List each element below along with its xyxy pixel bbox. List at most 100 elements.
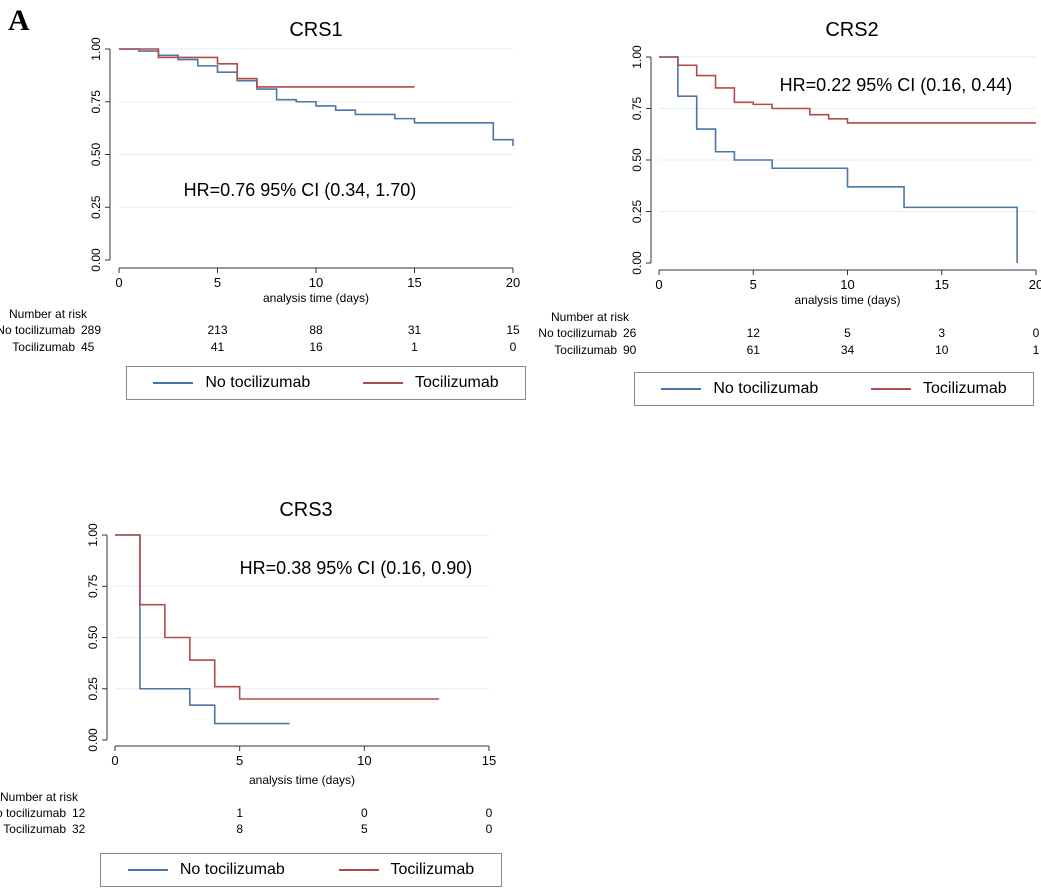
risk-value: 31: [408, 323, 422, 337]
risk-value: 0: [510, 340, 517, 354]
risk-row-label: Tocilizumab: [554, 343, 617, 357]
km-curve-no-tocilizumab: [119, 48, 514, 147]
legend-label: Tocilizumab: [415, 374, 499, 391]
chart-title: CRS1: [289, 19, 342, 41]
risk-value: 12: [72, 806, 86, 820]
legend-line-red: [363, 382, 404, 384]
risk-value: 0: [1033, 326, 1040, 340]
risk-value: 61: [747, 343, 761, 357]
risk-table-header: Number at risk: [0, 790, 79, 804]
legend-item-tocilizumab: Tocilizumab: [871, 380, 1007, 398]
hr-annotation: HR=0.38 95% CI (0.16, 0.90): [240, 558, 473, 578]
y-tick-label: 0.50: [86, 625, 100, 649]
x-tick-label: 10: [309, 275, 323, 290]
risk-value: 3: [938, 326, 945, 340]
legend-label: Tocilizumab: [390, 861, 475, 878]
legend-label: No tocilizumab: [205, 374, 311, 391]
risk-row-label: Tocilizumab: [12, 340, 75, 354]
x-tick-label: 5: [214, 275, 221, 290]
y-tick-label: 0.00: [89, 248, 103, 272]
risk-value: 90: [623, 343, 637, 357]
y-tick-label: 0.75: [630, 96, 644, 120]
km-curve-tocilizumab: [659, 56, 1036, 124]
x-tick-label: 0: [115, 275, 122, 290]
km-curve-no-tocilizumab: [659, 56, 1018, 263]
y-tick-label: 0.00: [630, 251, 644, 275]
risk-value: 1: [1033, 343, 1040, 357]
y-tick-label: 0.75: [89, 90, 103, 114]
x-axis-label: analysis time (days): [263, 291, 369, 305]
y-tick-label: 0.25: [630, 199, 644, 223]
legend-line-blue: [127, 869, 168, 871]
risk-value: 1: [411, 340, 418, 354]
risk-value: 41: [211, 340, 225, 354]
risk-value: 5: [361, 822, 368, 836]
risk-value: 32: [72, 822, 86, 836]
risk-value: 8: [236, 822, 243, 836]
risk-value: 34: [841, 343, 855, 357]
risk-value: 45: [81, 340, 95, 354]
y-tick-label: 0.25: [89, 195, 103, 219]
km-curve-tocilizumab: [115, 534, 440, 700]
legend-crs2: No tocilizumab Tocilizumab: [634, 372, 1034, 406]
risk-value: 0: [361, 806, 368, 820]
y-tick-label: 1.00: [630, 45, 644, 69]
chart-title: CRS2: [825, 19, 878, 41]
x-tick-label: 20: [506, 275, 520, 290]
risk-value: 26: [623, 326, 637, 340]
risk-value: 12: [747, 326, 761, 340]
legend-item-no-tocilizumab: No tocilizumab: [127, 861, 285, 879]
y-tick-label: 0.50: [630, 148, 644, 172]
risk-row-label: No tocilizumab: [0, 806, 66, 820]
x-tick-label: 0: [111, 753, 118, 768]
legend-label: No tocilizumab: [179, 861, 285, 878]
hr-annotation: HR=0.22 95% CI (0.16, 0.44): [780, 75, 1013, 95]
risk-value: 15: [506, 323, 520, 337]
legend-line-red: [871, 388, 912, 390]
risk-value: 0: [486, 822, 493, 836]
y-tick-label: 1.00: [86, 523, 100, 547]
risk-table-header: Number at risk: [551, 310, 630, 324]
legend-item-no-tocilizumab: No tocilizumab: [153, 374, 310, 392]
y-tick-label: 1.00: [89, 37, 103, 61]
risk-value: 289: [81, 323, 101, 337]
x-tick-label: 5: [236, 753, 243, 768]
risk-row-label: Tocilizumab: [3, 822, 66, 836]
legend-line-blue: [153, 382, 194, 384]
x-tick-label: 5: [750, 277, 757, 292]
risk-value: 213: [207, 323, 227, 337]
risk-table-header: Number at risk: [9, 307, 88, 321]
x-tick-label: 10: [840, 277, 854, 292]
legend-item-tocilizumab: Tocilizumab: [363, 374, 499, 392]
risk-row-label: No tocilizumab: [0, 323, 75, 337]
x-tick-label: 15: [407, 275, 421, 290]
legend-label: Tocilizumab: [923, 380, 1007, 397]
panel-letter: A: [8, 4, 30, 37]
y-tick-label: 0.50: [89, 142, 103, 166]
x-tick-label: 20: [1029, 277, 1041, 292]
x-tick-label: 10: [357, 753, 371, 768]
legend-crs3: No tocilizumab Tocilizumab: [100, 853, 502, 887]
chart-title: CRS3: [279, 499, 332, 521]
hr-annotation: HR=0.76 95% CI (0.34, 1.70): [184, 180, 417, 200]
risk-row-label: No tocilizumab: [538, 326, 617, 340]
x-axis-label: analysis time (days): [794, 293, 900, 307]
legend-item-tocilizumab: Tocilizumab: [338, 861, 475, 879]
risk-value: 0: [486, 806, 493, 820]
y-tick-label: 0.00: [86, 728, 100, 752]
x-tick-label: 0: [655, 277, 662, 292]
risk-value: 88: [309, 323, 323, 337]
x-axis-label: analysis time (days): [249, 773, 355, 787]
legend-line-red: [338, 869, 379, 871]
x-tick-label: 15: [935, 277, 949, 292]
km-curve-tocilizumab: [119, 48, 415, 88]
risk-value: 10: [935, 343, 949, 357]
y-tick-label: 0.25: [86, 677, 100, 701]
risk-value: 1: [236, 806, 243, 820]
x-tick-label: 15: [482, 753, 496, 768]
legend-item-no-tocilizumab: No tocilizumab: [661, 380, 818, 398]
y-tick-label: 0.75: [86, 574, 100, 598]
legend-line-blue: [661, 388, 702, 390]
legend-crs1: No tocilizumab Tocilizumab: [126, 366, 526, 400]
